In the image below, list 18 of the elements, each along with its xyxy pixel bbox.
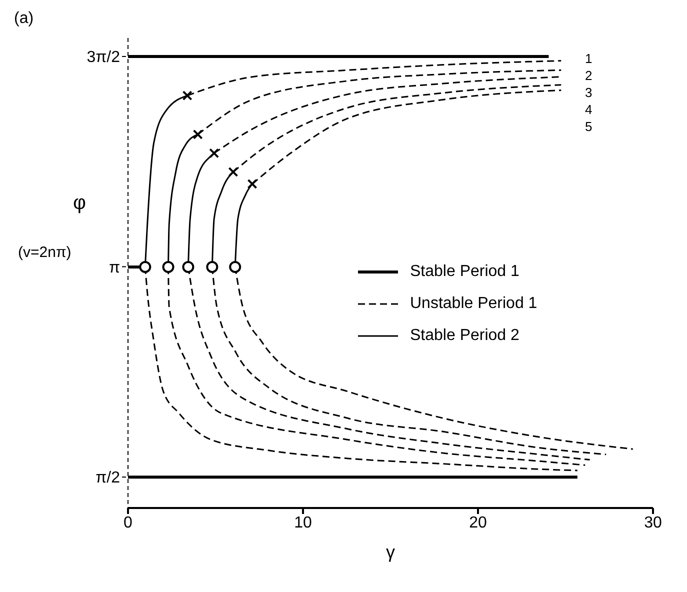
- legend-label: Stable Period 2: [410, 327, 520, 345]
- annotation: 1: [585, 50, 592, 67]
- annotation: 5: [585, 118, 592, 135]
- legend-label: Unstable Period 1: [410, 295, 538, 313]
- chart-title: (a): [14, 10, 34, 28]
- x-tick-label: 10: [294, 514, 312, 532]
- y-tick-label: π: [108, 259, 120, 276]
- legend-label: Stable Period 1: [410, 263, 520, 281]
- y-tick-label: 3π/2: [86, 49, 120, 66]
- annotation: 2: [585, 67, 592, 84]
- annotation: 3: [585, 84, 592, 101]
- annotation: 4: [585, 101, 592, 118]
- x-axis-title: γ: [386, 542, 395, 562]
- x-tick-label: 20: [469, 514, 487, 532]
- text: φ (v=2nπ): [18, 192, 86, 261]
- y-tick-label: π/2: [96, 470, 120, 487]
- x-tick-label: 0: [124, 514, 133, 532]
- x-tick-label: 30: [644, 514, 662, 532]
